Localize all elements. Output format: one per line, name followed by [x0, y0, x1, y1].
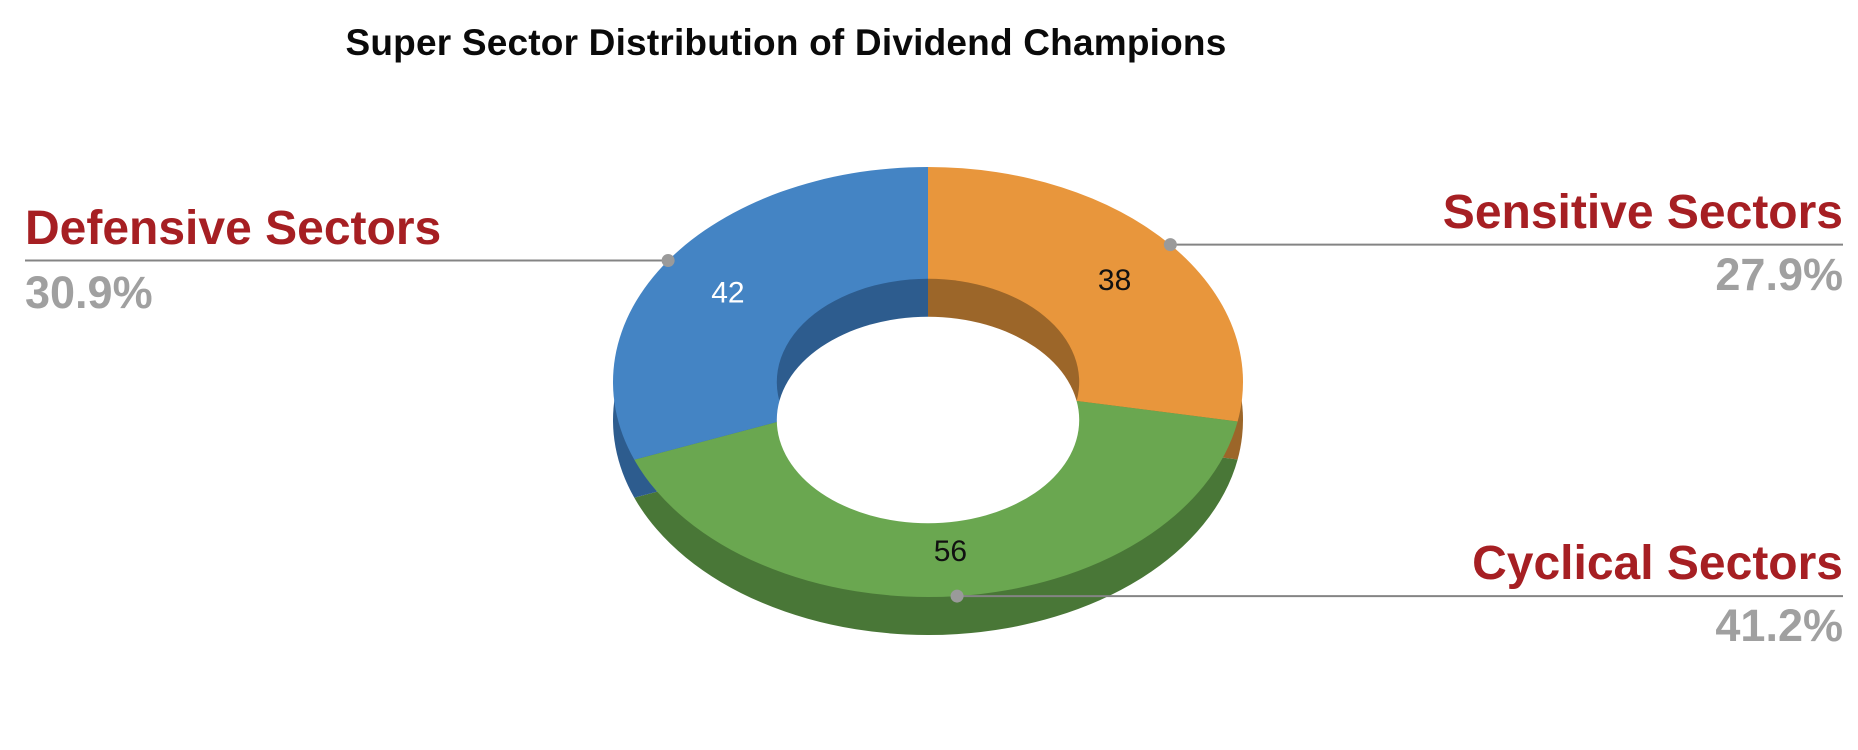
callout-label-defensive: Defensive Sectors: [25, 202, 442, 255]
slice-value-defensive-sectors: 42: [711, 276, 744, 309]
slice-value-cyclical-sectors: 56: [934, 535, 967, 568]
slice-value-sensitive-sectors: 38: [1098, 264, 1131, 297]
callout-percent-sensitive: 27.9%: [1715, 248, 1843, 300]
callout-sensitive-sectors: Sensitive Sectors 27.9%: [1443, 187, 1843, 299]
callout-percent-cyclical: 41.2%: [1715, 599, 1843, 651]
callout-cyclical-sectors: Cyclical Sectors 41.2%: [1472, 538, 1843, 650]
callout-defensive-sectors: Defensive Sectors 30.9%: [25, 203, 441, 317]
callout-percent-defensive: 30.9%: [25, 266, 153, 318]
leader-dot-sensitive-sectors: [1163, 238, 1177, 252]
leader-dot-cyclical-sectors: [950, 589, 964, 603]
callout-label-sensitive: Sensitive Sectors: [1442, 186, 1843, 239]
leader-dot-defensive-sectors: [661, 253, 675, 267]
chart-title: Super Sector Distribution of Dividend Ch…: [345, 22, 1227, 63]
callout-label-cyclical: Cyclical Sectors: [1472, 537, 1843, 590]
donut-hole: [776, 316, 1080, 524]
